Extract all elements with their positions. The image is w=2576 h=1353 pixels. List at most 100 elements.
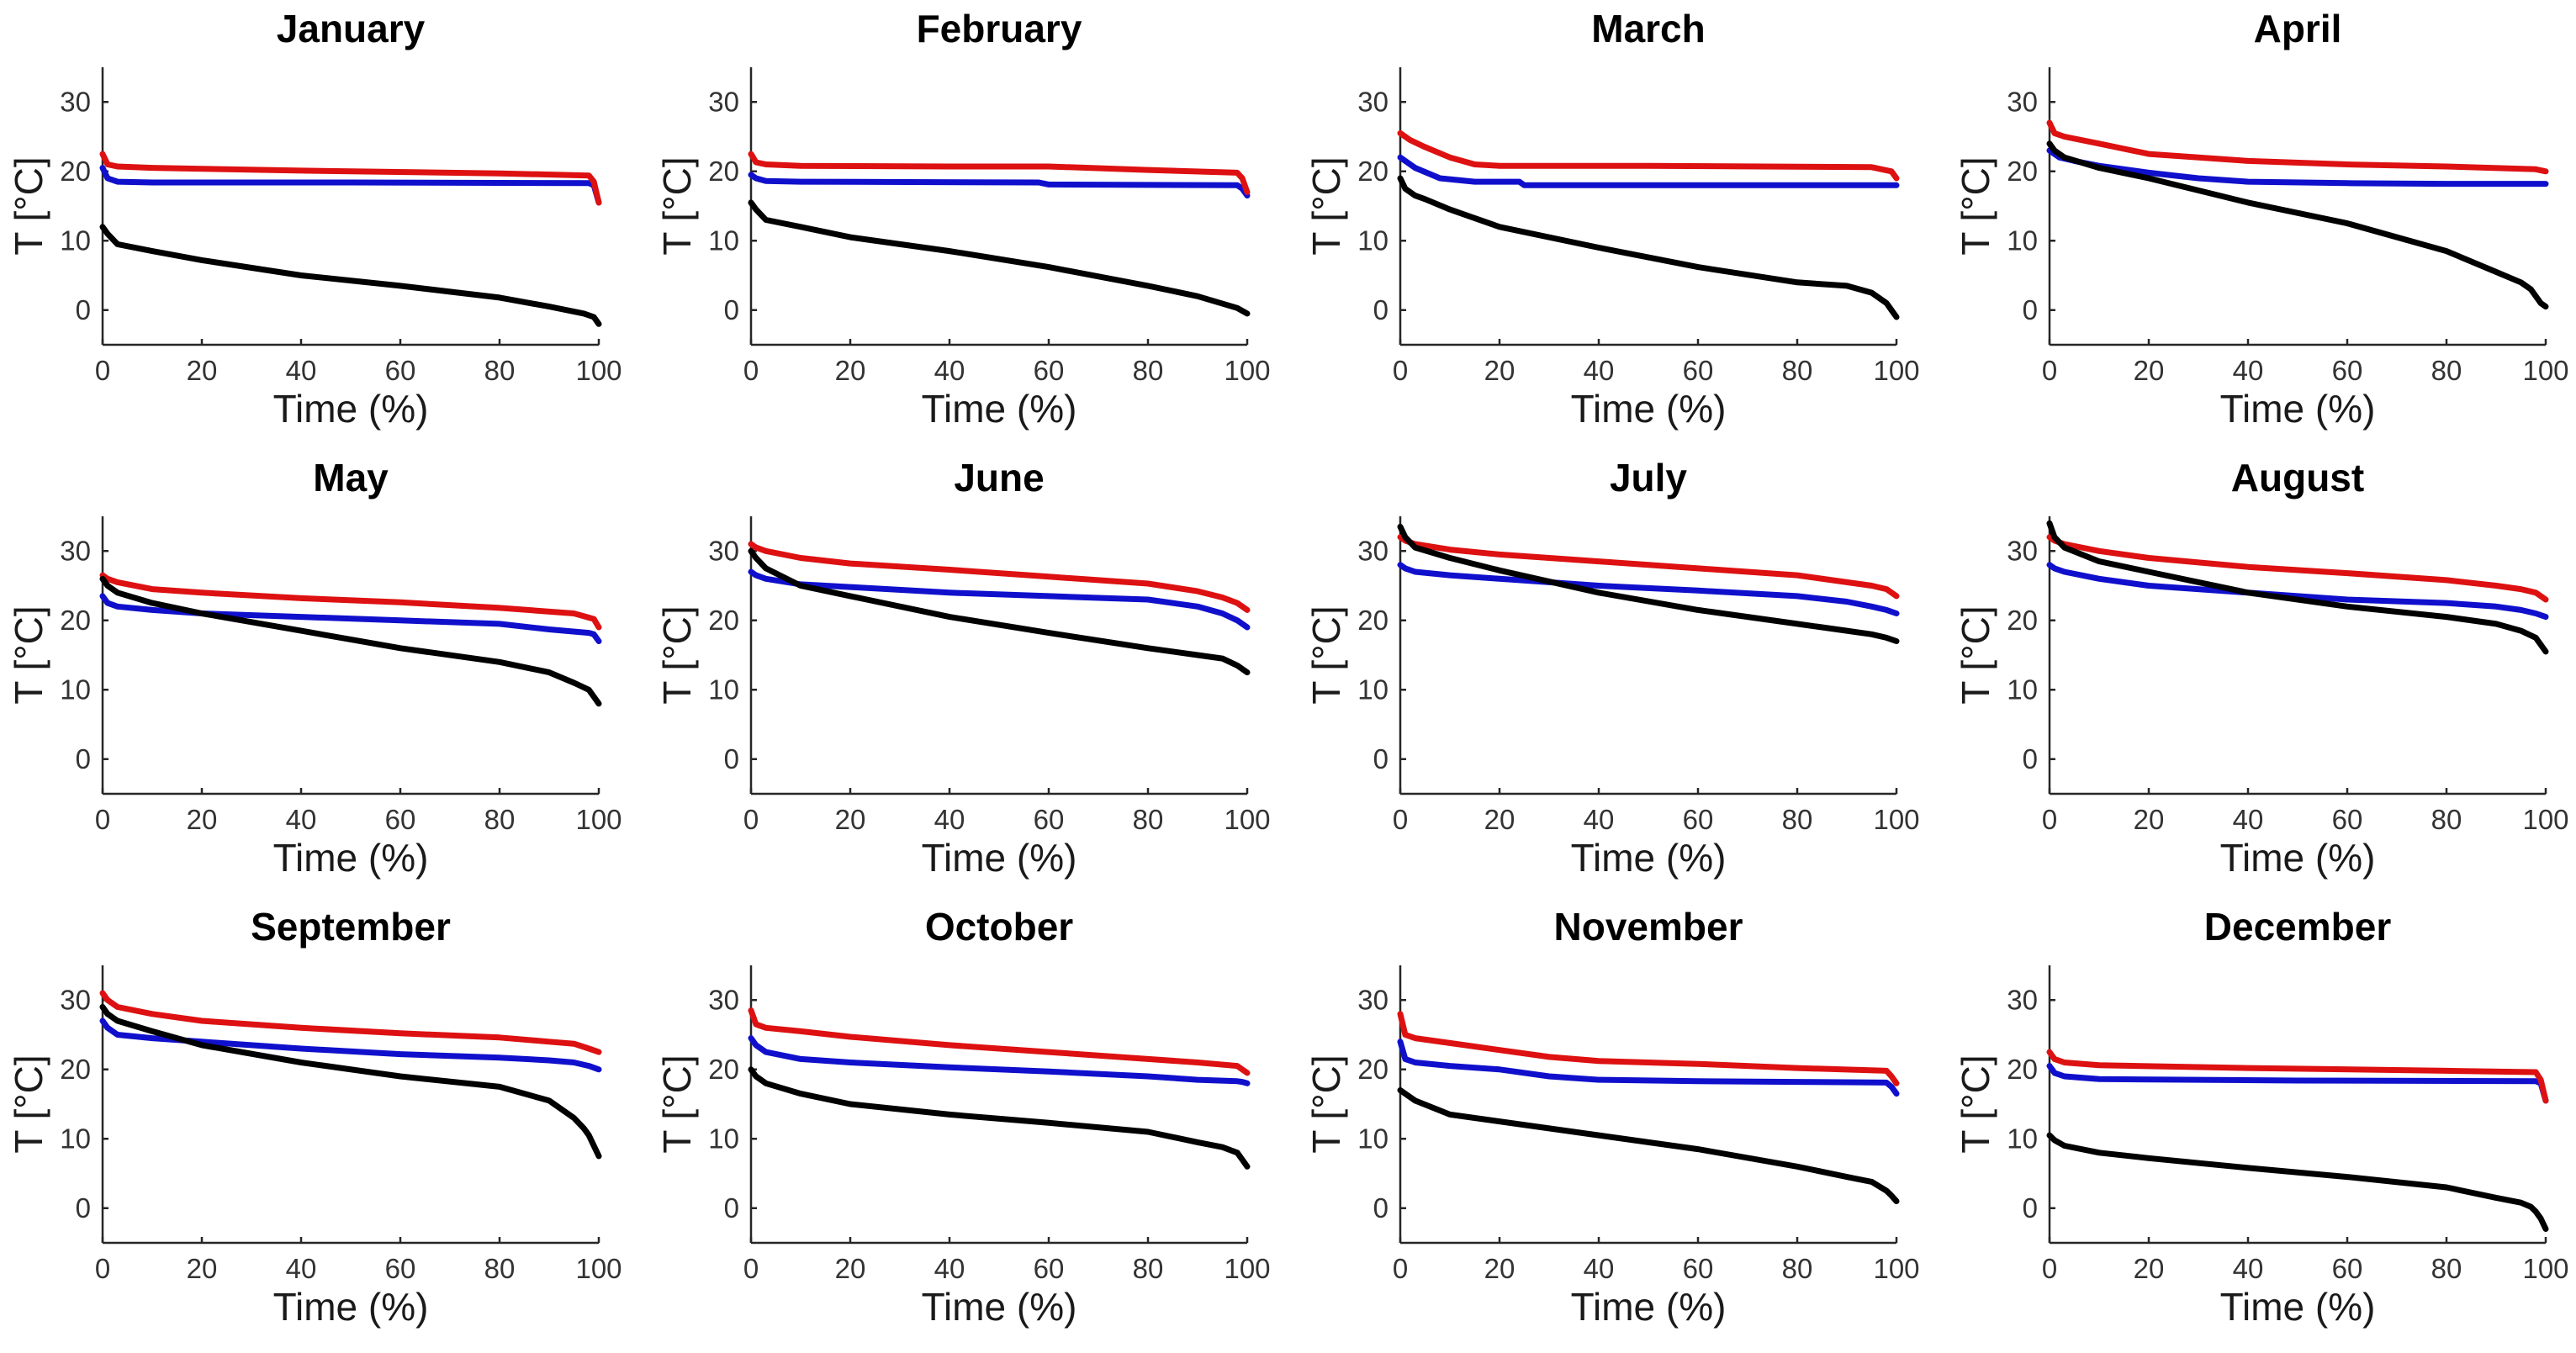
x-tick-label: 40 (2233, 1253, 2264, 1284)
panel-title: August (2231, 456, 2364, 499)
x-tick-label: 40 (1584, 1253, 1615, 1284)
series-line-black (2046, 520, 2549, 655)
x-tick-label: 100 (1224, 355, 1270, 386)
x-tick-label: 80 (2431, 355, 2462, 386)
series-line-blue (2046, 562, 2549, 621)
panel-august: August 0 10 20 30 0 20 40 60 80 100 Time (%) T [°C] (1954, 456, 2569, 880)
x-tick-label: 0 (1393, 355, 1408, 386)
y-tick-label: 0 (2023, 743, 2038, 774)
x-tick-label: 80 (1782, 355, 1813, 386)
x-tick-label: 60 (1683, 804, 1714, 835)
series-line-red (2046, 1049, 2549, 1104)
y-tick-label: 10 (1357, 225, 1389, 256)
series-line-red (748, 1007, 1251, 1076)
x-tick-label: 100 (1873, 804, 1919, 835)
series-line-black (1397, 1087, 1900, 1204)
panel-title: November (1554, 905, 1743, 949)
panel-january: January 0 10 20 30 0 20 40 60 80 100 Time (%) T [°C] (7, 7, 622, 431)
y-tick-label: 30 (1357, 984, 1389, 1015)
y-tick-label: 0 (1373, 1192, 1389, 1224)
series-line-black (1397, 175, 1900, 320)
series-line-black (99, 575, 602, 707)
x-tick-label: 40 (286, 804, 317, 835)
x-tick-label: 20 (2134, 1253, 2165, 1284)
y-tick-label: 20 (708, 156, 739, 187)
x-tick-label: 20 (1484, 804, 1515, 835)
panel-title: September (251, 905, 451, 949)
y-tick-label: 0 (724, 1192, 739, 1224)
y-tick-label: 0 (724, 743, 739, 774)
x-tick-label: 0 (743, 804, 759, 835)
panel-march: March 0 10 20 30 0 20 40 60 80 100 Time (%) T [°C] (1304, 7, 1920, 431)
y-tick-label: 10 (1357, 674, 1389, 705)
x-tick-label: 0 (743, 355, 759, 386)
x-tick-label: 80 (1133, 1253, 1164, 1284)
x-tick-label: 0 (2042, 355, 2057, 386)
series-line-blue (99, 1017, 602, 1073)
series-line-black (748, 547, 1251, 676)
y-tick-label: 20 (708, 1054, 739, 1085)
x-tick-label: 0 (1393, 804, 1408, 835)
x-tick-label: 20 (835, 355, 866, 386)
x-tick-label: 0 (95, 804, 110, 835)
y-tick-label: 20 (2007, 605, 2038, 636)
x-axis-label: Time (%) (1571, 836, 1727, 880)
series-line-black (748, 199, 1251, 317)
y-tick-label: 10 (2007, 1123, 2038, 1154)
y-axis-label: T [°C] (655, 156, 699, 255)
x-tick-label: 100 (1873, 1253, 1919, 1284)
x-tick-label: 0 (95, 355, 110, 386)
x-tick-label: 40 (286, 355, 317, 386)
y-tick-label: 20 (708, 605, 739, 636)
y-tick-label: 10 (60, 674, 91, 705)
x-tick-label: 100 (575, 1253, 622, 1284)
x-tick-label: 40 (1584, 804, 1615, 835)
x-axis-label: Time (%) (2220, 836, 2376, 880)
x-axis-label: Time (%) (273, 387, 429, 431)
y-tick-label: 30 (2007, 984, 2038, 1015)
x-tick-label: 40 (934, 804, 965, 835)
y-tick-label: 30 (708, 86, 739, 117)
x-tick-label: 20 (2134, 804, 2165, 835)
y-tick-label: 20 (60, 1054, 91, 1085)
panel-title: July (1610, 456, 1687, 499)
panel-july: July 0 10 20 30 0 20 40 60 80 100 Time (%) T [°C] (1304, 456, 1920, 880)
x-tick-label: 20 (1484, 1253, 1515, 1284)
y-axis-label: T [°C] (655, 605, 699, 704)
x-tick-label: 60 (385, 804, 416, 835)
y-axis-label: T [°C] (1954, 156, 1997, 255)
x-tick-label: 80 (484, 355, 516, 386)
x-tick-label: 40 (934, 355, 965, 386)
x-tick-label: 20 (187, 355, 218, 386)
x-tick-label: 80 (484, 804, 516, 835)
x-tick-label: 0 (1393, 1253, 1408, 1284)
panel-title: April (2254, 7, 2342, 50)
panel-title: June (954, 456, 1044, 499)
y-tick-label: 10 (60, 1123, 91, 1154)
series-line-red (99, 151, 602, 206)
y-tick-label: 10 (708, 1123, 739, 1154)
y-tick-label: 30 (60, 535, 91, 566)
x-tick-label: 100 (1224, 804, 1270, 835)
y-tick-label: 20 (1357, 1054, 1389, 1085)
y-tick-label: 20 (2007, 1054, 2038, 1085)
panel-june: June 0 10 20 30 0 20 40 60 80 100 Time (%) T [°C] (655, 456, 1271, 880)
series-line-black (2046, 1132, 2549, 1232)
panel-title: February (917, 7, 1082, 50)
x-tick-label: 100 (2522, 1253, 2568, 1284)
y-tick-label: 0 (724, 294, 739, 325)
y-axis-label: T [°C] (7, 1054, 50, 1153)
series-line-red (748, 541, 1251, 613)
x-tick-label: 40 (2233, 804, 2264, 835)
x-tick-label: 40 (934, 1253, 965, 1284)
series-line-red (99, 572, 602, 631)
y-tick-label: 10 (1357, 1123, 1389, 1154)
x-tick-label: 100 (2522, 355, 2568, 386)
x-tick-label: 60 (2332, 804, 2363, 835)
x-tick-label: 20 (835, 1253, 866, 1284)
series-line-red (1397, 1011, 1900, 1086)
x-tick-label: 80 (2431, 804, 2462, 835)
x-tick-label: 80 (1782, 804, 1813, 835)
y-axis-label: T [°C] (1304, 1054, 1348, 1153)
x-tick-label: 60 (385, 355, 416, 386)
